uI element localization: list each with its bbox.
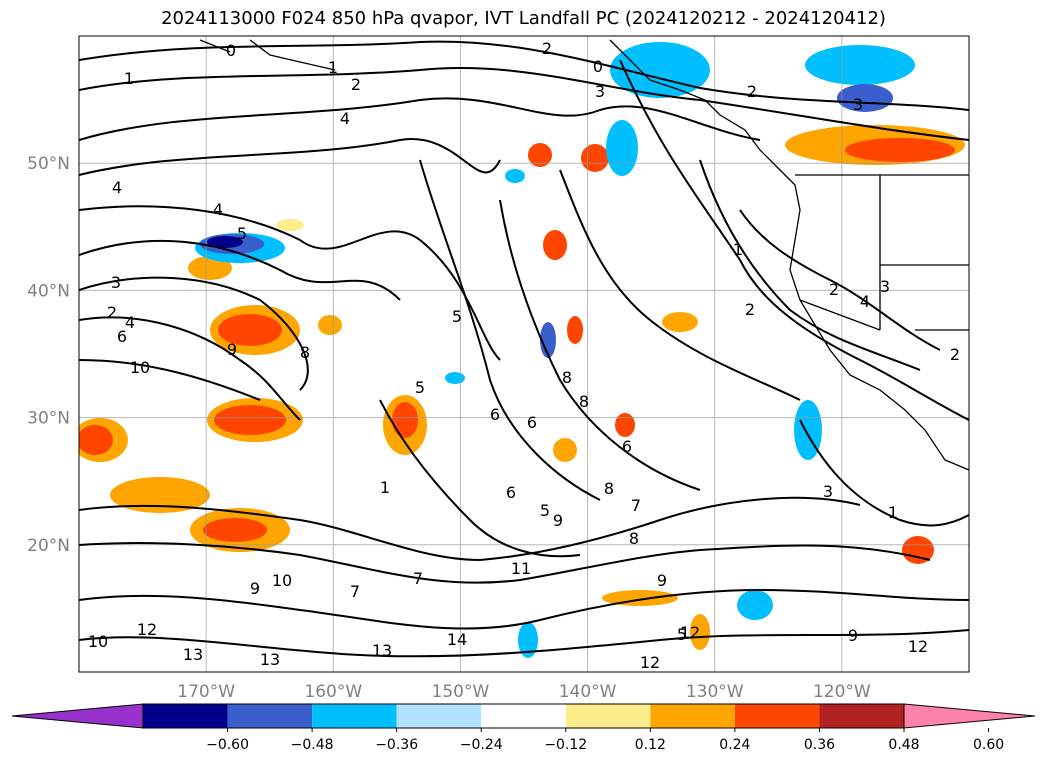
- contour-label: 0: [226, 41, 236, 60]
- contour-label: 6: [117, 327, 127, 346]
- contour-label: 4: [213, 200, 223, 219]
- contour-label: 2: [829, 280, 839, 299]
- contour-label: 10: [272, 571, 292, 590]
- negative-anomaly-fill: [195, 42, 915, 658]
- contour-label: 7: [413, 569, 423, 588]
- contour-label: 6: [490, 405, 500, 424]
- contour-label: 12: [908, 637, 928, 656]
- contour-label: 11: [511, 559, 531, 578]
- contour-label: 6: [506, 483, 516, 502]
- contour-label: 9: [848, 626, 858, 645]
- contour-label: 8: [562, 368, 572, 387]
- contour-label: 8: [604, 479, 614, 498]
- contour-label: 5: [677, 625, 687, 644]
- lon-label: 120°W: [813, 682, 871, 702]
- contour-label: 4: [112, 178, 122, 197]
- contour-label: 2: [542, 39, 552, 58]
- positive-anomaly-fill: [79, 125, 965, 650]
- contour-label: 9: [227, 340, 237, 359]
- contour-label: 3: [595, 82, 605, 101]
- ivt-contours: [79, 40, 969, 658]
- contour-label: 8: [579, 392, 589, 411]
- contour-label: 5: [237, 224, 247, 243]
- contour-label: 6: [527, 413, 537, 432]
- contour-label: 0: [593, 57, 603, 76]
- contour-label: 2: [745, 300, 755, 319]
- lon-label: 130°W: [686, 682, 744, 702]
- contour-label: 6: [622, 437, 632, 456]
- longitude-labels: 170°W 160°W 150°W 140°W 130°W 120°W: [177, 682, 871, 702]
- contour-label: 9: [250, 579, 260, 598]
- lat-label: 30°N: [27, 409, 70, 429]
- contour-label: 13: [183, 645, 203, 664]
- lon-label: 170°W: [177, 682, 235, 702]
- contour-label: 3: [853, 95, 863, 114]
- contour-label: 12: [137, 620, 157, 639]
- map-frame: [78, 35, 970, 673]
- contour-label: 14: [447, 630, 467, 649]
- lat-label: 20°N: [27, 536, 70, 556]
- contour-label: 4: [860, 292, 870, 311]
- lat-label: 40°N: [27, 281, 70, 301]
- contour-label: 13: [260, 650, 280, 669]
- contour-label: 7: [350, 582, 360, 601]
- contour-label: 1: [733, 240, 743, 259]
- lat-label: 50°N: [27, 154, 70, 174]
- contour-label: 10: [88, 632, 108, 651]
- contour-label: 4: [340, 109, 350, 128]
- coastline: [199, 39, 969, 471]
- map-title: 2024113000 F024 850 hPa qvapor, IVT Land…: [161, 8, 886, 29]
- contour-label: 5: [540, 501, 550, 520]
- contour-label: 2: [107, 303, 117, 322]
- lon-label: 140°W: [559, 682, 617, 702]
- contour-label: 9: [657, 571, 667, 590]
- contour-label: 12: [640, 653, 660, 672]
- lon-label: 150°W: [432, 682, 490, 702]
- contour-label: 2: [747, 82, 757, 101]
- contour-label: 1: [124, 69, 134, 88]
- map-gridlines: [79, 36, 969, 672]
- contour-label: 8: [300, 343, 310, 362]
- contour-label: 7: [631, 496, 641, 515]
- contour-label: 9: [553, 511, 563, 530]
- contour-label: 1: [328, 58, 338, 77]
- latitude-labels: 50°N 40°N 30°N 20°N: [27, 154, 70, 556]
- contour-label: 10: [130, 358, 150, 377]
- contour-label: 12: [680, 623, 700, 642]
- contour-label: 2: [950, 345, 960, 364]
- contour-label: 8: [629, 529, 639, 548]
- contour-label: 13: [372, 641, 392, 660]
- lon-label: 160°W: [304, 682, 362, 702]
- contour-label: 4: [125, 313, 135, 332]
- contour-label: 5: [415, 378, 425, 397]
- contour-label: 1: [888, 503, 898, 522]
- contour-label: 3: [111, 273, 121, 292]
- contour-label: 3: [880, 277, 890, 296]
- contour-label: 1: [380, 478, 390, 497]
- contour-label: 3: [823, 482, 833, 501]
- contour-label: 2: [351, 75, 361, 94]
- contour-label: 5: [452, 307, 462, 326]
